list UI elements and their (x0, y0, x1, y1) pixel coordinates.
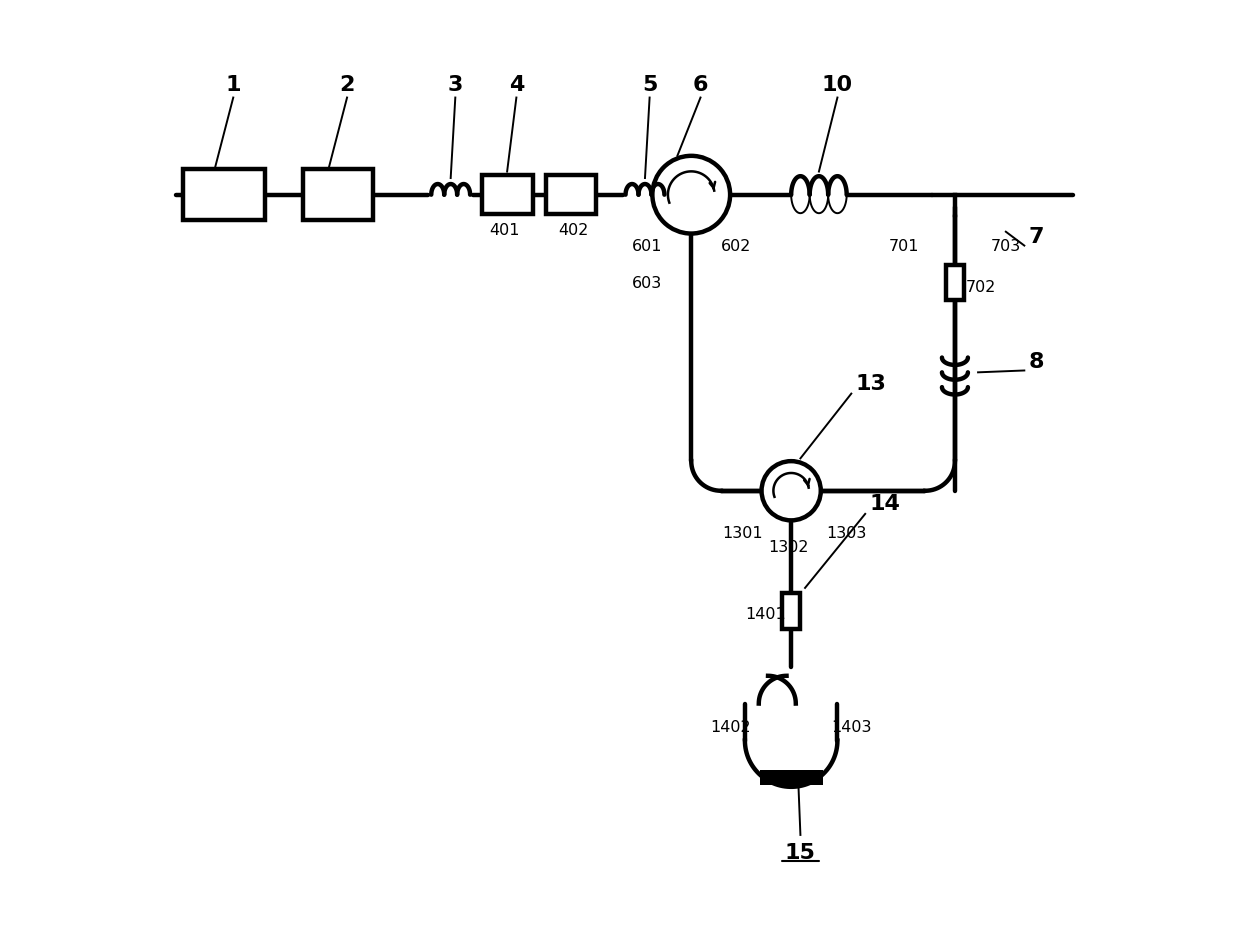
Text: 5: 5 (642, 74, 657, 95)
Bar (782, 594, 800, 629)
Text: 1: 1 (226, 74, 241, 95)
Text: 7: 7 (1029, 227, 1044, 248)
Text: 10: 10 (822, 74, 853, 95)
Bar (481, 176, 532, 215)
Text: 601: 601 (631, 239, 662, 254)
Text: 15: 15 (785, 842, 816, 862)
Circle shape (761, 462, 821, 521)
Text: 2: 2 (340, 74, 355, 95)
Bar (546, 176, 596, 215)
Text: 13: 13 (856, 373, 887, 393)
Text: 1303: 1303 (827, 526, 867, 540)
Bar (946, 266, 965, 301)
Text: 4: 4 (508, 74, 525, 95)
Bar (184, 170, 264, 221)
Text: 401: 401 (489, 223, 520, 238)
Text: 14: 14 (869, 493, 900, 514)
Bar (303, 170, 372, 221)
Bar (760, 770, 822, 785)
Text: 402: 402 (558, 223, 589, 238)
Text: 1402: 1402 (711, 719, 751, 734)
Text: 701: 701 (889, 239, 919, 254)
Text: 1403: 1403 (831, 719, 872, 734)
Text: 703: 703 (991, 239, 1021, 254)
Text: 1301: 1301 (723, 526, 764, 540)
Text: 1401: 1401 (745, 606, 786, 622)
Text: 8: 8 (1029, 352, 1044, 372)
Text: 6: 6 (693, 74, 708, 95)
Circle shape (652, 157, 730, 235)
Text: 3: 3 (448, 74, 463, 95)
Text: 602: 602 (720, 239, 751, 254)
Text: 1302: 1302 (768, 540, 808, 554)
Text: 603: 603 (631, 276, 662, 291)
Text: 702: 702 (966, 279, 996, 295)
